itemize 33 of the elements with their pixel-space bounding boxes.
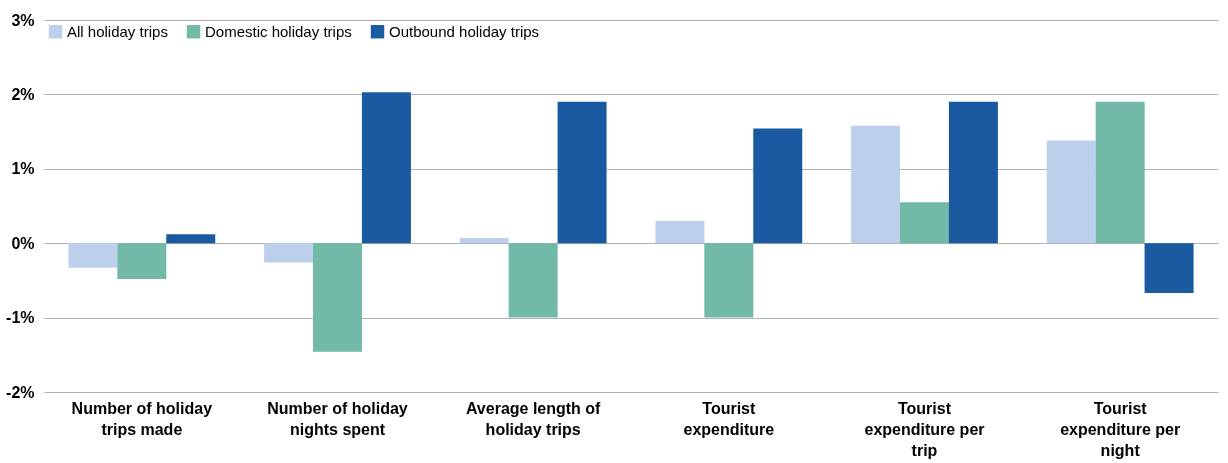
bar: [264, 243, 314, 263]
bar: [313, 243, 362, 352]
x-tick-label: Average length of holiday trips: [465, 399, 602, 438]
bar: [900, 202, 949, 244]
y-tick-label: -2%: [6, 383, 35, 401]
y-tick-label: 3%: [11, 11, 35, 29]
x-tick-label: Tourist expenditure: [683, 399, 775, 438]
y-tick-label: 0%: [11, 234, 35, 252]
y-tick-label: 2%: [11, 85, 35, 103]
x-tick-label: Tourist expenditure per trip: [864, 399, 985, 459]
x-tick-label: Number of holiday nights spent: [267, 399, 408, 438]
bar: [361, 92, 411, 244]
y-tick-label: 1%: [11, 160, 35, 178]
legend-label: Outbound holiday trips: [389, 22, 540, 40]
bar: [508, 243, 558, 318]
bar: [1046, 140, 1096, 244]
bar: [753, 128, 803, 244]
bar: [68, 243, 118, 268]
bar: [557, 101, 607, 244]
bar: [851, 125, 901, 244]
bar: [655, 220, 705, 244]
bar: [948, 101, 998, 244]
legend-label: Domestic holiday trips: [205, 22, 352, 40]
bar: [1144, 243, 1194, 294]
x-tick-label: Number of holiday trips made: [71, 399, 213, 438]
y-tick-label: -1%: [6, 309, 35, 327]
x-tick-label: Tourist expenditure per night: [1060, 399, 1181, 459]
bar: [459, 237, 509, 244]
bar: [166, 234, 216, 244]
legend-label: All holiday trips: [67, 22, 168, 40]
bar: [704, 243, 754, 318]
bar: [1095, 101, 1145, 244]
bar: [117, 243, 167, 279]
